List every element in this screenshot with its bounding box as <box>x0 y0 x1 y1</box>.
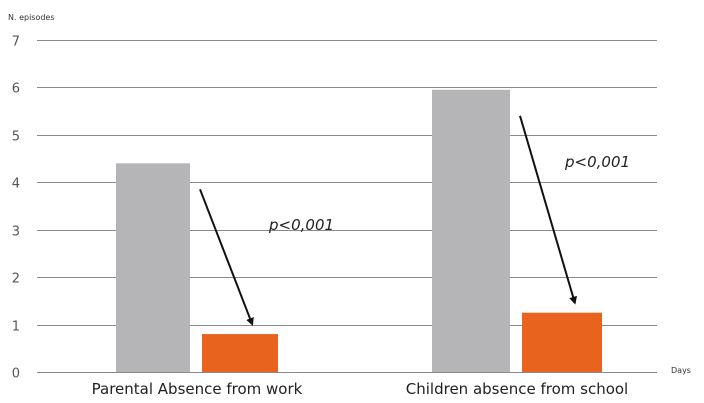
bar-orange-children-absence <box>522 312 602 372</box>
y-tick-label: 0 <box>12 367 20 382</box>
y-tick-label: 3 <box>12 225 20 240</box>
y-tick-label: 4 <box>12 177 20 192</box>
y-tick-label: 1 <box>12 320 20 335</box>
p-value-annotation: p<0,001 <box>268 216 334 234</box>
y-tick-label: 5 <box>12 130 20 145</box>
y-tick-label: 7 <box>12 35 20 50</box>
bars <box>116 89 602 373</box>
annotations: p<0,001 p<0,001 <box>199 115 630 326</box>
trend-arrow <box>519 115 577 305</box>
y-axis-title: N. episodes <box>8 13 55 22</box>
p-value-annotation: p<0,001 <box>564 153 630 171</box>
bar-grey-children-absence <box>432 89 510 373</box>
bar-orange-parental-absence <box>202 334 278 372</box>
trend-arrow <box>199 188 254 326</box>
x-axis-title: Days <box>671 366 691 375</box>
category-label: Parental Absence from work <box>92 380 303 398</box>
bar-grey-parental-absence <box>116 163 190 372</box>
y-tick-label: 2 <box>12 272 20 287</box>
y-tick-label: 6 <box>12 82 20 97</box>
y-tick-labels: 0 1 2 3 4 5 6 7 <box>12 35 20 382</box>
category-labels: Parental Absence from work Children absen… <box>92 380 629 398</box>
category-label: Children absence from school <box>406 380 628 398</box>
